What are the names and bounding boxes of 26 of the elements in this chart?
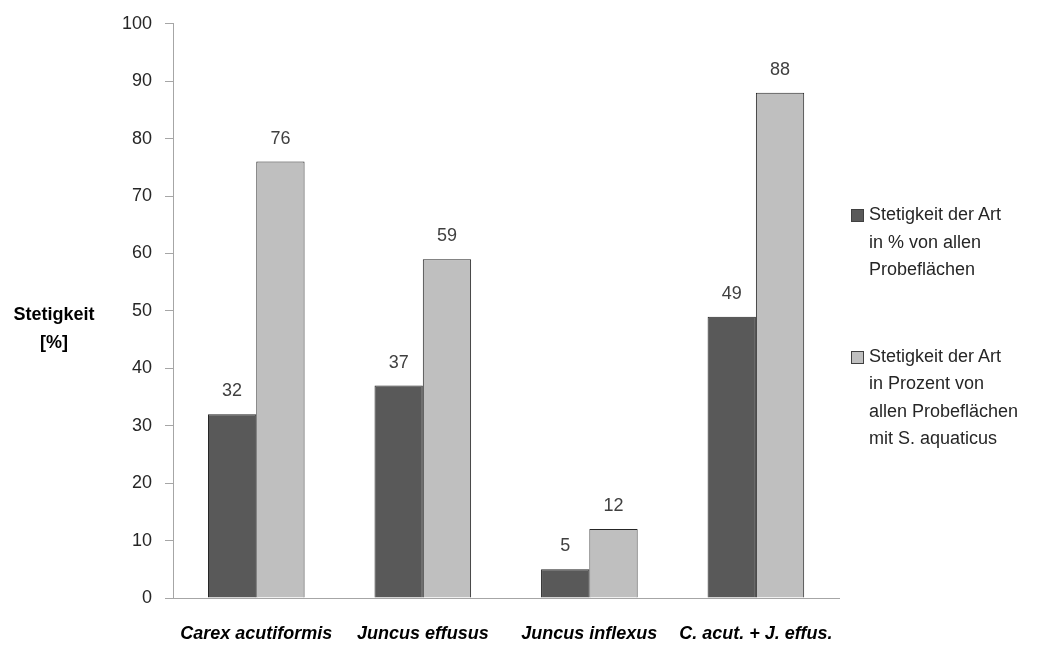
data-label: 32 [222,380,243,401]
y-tick-label: 10 [131,529,152,550]
data-label: 5 [560,535,571,556]
y-tick-label: 70 [131,185,152,206]
y-tick-label: 0 [141,586,152,607]
y-tick-label: 30 [131,414,152,435]
x-tick-label: Juncus effusus [356,622,489,643]
data-label: 49 [721,282,742,303]
legend-label: Stetigkeit der Art in Prozent von allen Probeflächen mit S. aquaticus [869,344,1019,450]
x-tick-label: C. acut. + J. effus. [679,622,833,643]
y-tick-label: 60 [131,242,152,263]
x-tick-label: Juncus inflexus [521,622,658,643]
y-tick-label: 40 [131,357,152,378]
data-label: 59 [436,225,457,246]
data-label: 37 [388,351,409,372]
data-label: 12 [603,495,624,516]
y-tick-label: 20 [131,472,152,493]
x-tick-label: Carex acutiformis [180,622,333,643]
y-axis-title: Stetigkeit [%] [12,303,96,354]
y-tick-label: 50 [131,299,152,320]
y-tick-label: 100 [121,12,152,33]
data-label: 76 [270,127,291,148]
y-tick-label: 80 [131,127,152,148]
legend-label: Stetigkeit der Art in % von allen Probeflächen [869,203,1003,281]
data-label: 88 [770,58,791,79]
y-tick-label: 90 [131,70,152,91]
